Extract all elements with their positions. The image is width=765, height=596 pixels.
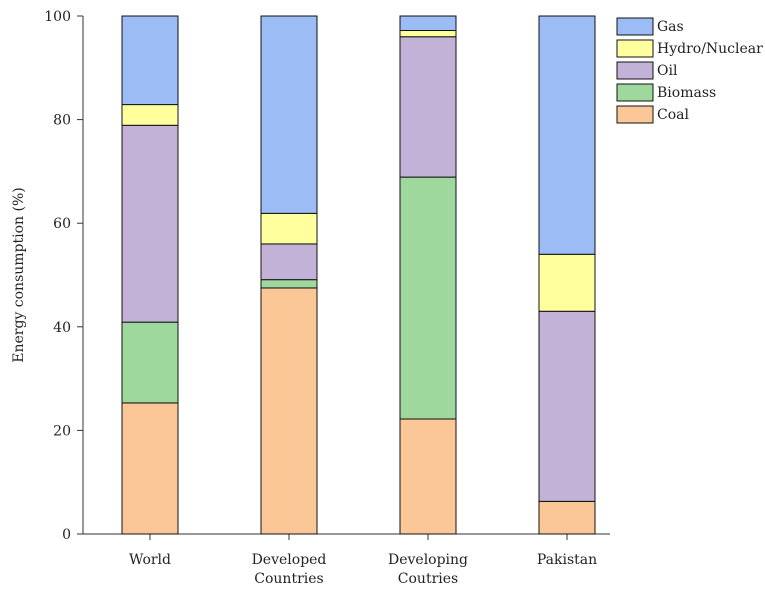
legend-label: Hydro/Nuclear [657,41,763,57]
legend-swatch [616,83,654,102]
x-tick-labels: World Developed Countries Developing Coutrie… [129,552,597,587]
x-tick-label: Developed Countries [252,552,327,587]
legend-label: Biomass [657,85,716,101]
bar-segment-oil [260,243,318,281]
y-axis-label: Energy consumption (%) [11,187,27,363]
bar-segment-gas [399,15,457,32]
bar-segment-coal [260,287,318,535]
bar-segment-gas [121,15,179,106]
y-tick-label: 20 [53,423,71,439]
bar-segment-gas [260,15,318,214]
bar-segment-hydro-nuclear [260,212,318,245]
legend-swatch [616,105,654,124]
bar-segment-biomass [121,321,179,404]
y-tick-label: 40 [53,320,71,336]
bar-segment-hydro-nuclear [399,30,457,38]
x-tick-label: Pakistan [537,552,597,568]
bar-segment-coal [121,402,179,535]
legend-label: Gas [657,19,684,35]
legend-swatch [616,17,654,36]
legend: Gas Hydro/Nuclear Oil Biomass Coal [616,17,763,124]
bar-segment-hydro-nuclear [538,253,596,312]
bar-segment-oil [399,36,457,178]
bar-segment-biomass [399,176,457,420]
x-tick-label: World [129,552,171,568]
bar-segment-coal [399,418,457,535]
bar-segment-oil [538,310,596,502]
bar-segment-oil [121,124,179,323]
y-tick-label: 80 [53,113,71,129]
y-tick-label: 0 [62,527,71,543]
bar-segment-coal [538,500,596,535]
y-tick-labels: 0 20 40 60 80 100 [44,9,71,543]
bar-segment-biomass [260,279,318,289]
y-tick-label: 100 [44,9,71,25]
bar-segment-gas [538,15,596,255]
bars [121,15,596,535]
legend-label: Oil [657,63,678,79]
bar-segment-hydro-nuclear [121,104,179,126]
legend-swatch [616,39,654,58]
x-tick-label: Developing Coutries [388,552,468,587]
legend-swatch [616,61,654,80]
legend-label: Coal [657,107,689,123]
y-tick-label: 60 [53,216,71,232]
